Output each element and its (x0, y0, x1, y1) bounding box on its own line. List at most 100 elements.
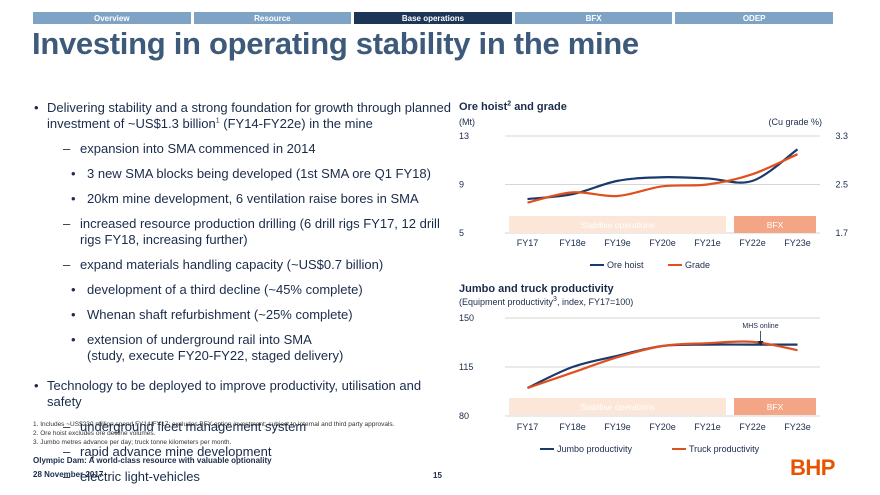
chart1-y2-unit: (Cu grade %) (768, 117, 822, 127)
chart1-y-unit: (Mt) (459, 117, 475, 127)
footnote-ref: 1 (215, 117, 220, 125)
y2-tick-label: 3.3 (835, 131, 848, 141)
dash-marker: – (63, 419, 71, 434)
legend-label: Jumbo productivity (557, 444, 633, 454)
bullet-technology: • Technology to be deployed to improve p… (33, 378, 453, 410)
x-tick-label: FY20e (649, 238, 676, 248)
bullet-third-decline: • development of a third decline (~45% c… (33, 282, 453, 298)
chart1-title-text-end: and grade (511, 101, 567, 113)
y-tick-label: 150 (459, 313, 474, 323)
legend-label: Ore hoist (607, 260, 644, 270)
bullet-text: expansion into SMA commenced in 2014 (80, 141, 316, 156)
x-tick-label: FY22e (739, 238, 766, 248)
tab-base-operations[interactable]: Base operations (354, 12, 512, 24)
y-tick-label: 13 (459, 131, 469, 141)
x-tick-label: FY19e (604, 422, 631, 432)
tab-bfx[interactable]: BFX (514, 12, 673, 24)
y-tick-label: 80 (459, 411, 469, 421)
bullet-marker: • (71, 332, 76, 347)
bullet-text: 20km mine development, 6 ventilation rai… (87, 191, 419, 206)
bullet-underground-rail: • extension of underground rail into SMA… (33, 332, 453, 364)
chart1-title-sup: 2 (507, 100, 512, 108)
y2-tick-label: 2.5 (835, 180, 848, 190)
x-tick-label: FY20e (649, 422, 676, 432)
page-title: Investing in operating stability in the … (32, 26, 639, 61)
bhp-logo: BHP (790, 455, 835, 480)
bullet-text: Whenan shaft refurbishment (~25% complet… (87, 307, 353, 322)
dash-marker: – (63, 216, 71, 231)
x-tick-label: FY18e (559, 238, 586, 248)
bullet-marker: • (71, 307, 76, 322)
footnote-1: 1. Includes ~US$230 million spend FY14-F… (33, 421, 395, 428)
x-tick-label: FY19e (604, 238, 631, 248)
series-line-truck-productivity (527, 340, 798, 390)
bullet-drilling: – increased resource production drilling… (33, 216, 453, 248)
bullet-text: rapid advance mine development (80, 444, 272, 459)
tab-resource[interactable]: Resource (193, 12, 352, 24)
chart2-subtitle-sup: 3 (553, 296, 557, 303)
bullet-text: Technology to be deployed to improve pro… (47, 378, 422, 409)
series-line-ore-hoist (527, 148, 799, 201)
phase-band-label: BFX (767, 402, 784, 412)
phase-band (509, 398, 726, 415)
phase-band-label: Stabilise operations (580, 402, 654, 412)
bullet-text: expand materials handling capacity (~US$… (80, 257, 384, 272)
dash-marker: – (63, 257, 71, 272)
bullet-text: Delivering stability and a strong founda… (47, 100, 451, 131)
series-line-grade (527, 153, 798, 204)
bullet-materials-handling: – expand materials handling capacity (~U… (33, 257, 453, 273)
x-tick-label: FY17 (517, 238, 539, 248)
phase-band-label: Stabilise operations (580, 220, 654, 230)
bullet-mine-development: • 20km mine development, 6 ventilation r… (33, 191, 453, 207)
bullet-sma-blocks: • 3 new SMA blocks being developed (1st … (33, 166, 453, 182)
footnote-3: 3. Jumbo metres advance per day; truck t… (33, 439, 232, 446)
bullet-text: underground fleet management system (80, 419, 307, 434)
bullet-fleet-management: – underground fleet management system (33, 419, 453, 435)
annotation-arrow-head (757, 341, 764, 346)
x-tick-label: FY18e (559, 422, 586, 432)
phase-band-label: BFX (767, 220, 784, 230)
legend-label: Grade (685, 260, 710, 270)
y-tick-label: 115 (459, 362, 473, 372)
nav-bar: Overview Resource Base operations BFX OD… (33, 12, 833, 24)
bullet-text-cont: (study, execute FY20-FY22, staged delive… (87, 348, 344, 363)
bullet-list: • Delivering stability and a strong foun… (33, 100, 453, 494)
footer-date: 28 November 2017 (33, 470, 104, 479)
tab-odep[interactable]: ODEP (675, 12, 833, 24)
x-tick-label: FY21e (694, 422, 721, 432)
bullet-marker: • (34, 378, 39, 393)
chart2-title: Jumbo and truck productivity (459, 283, 614, 295)
footnote-2: 2. Ore hoist excludes ore decline volume… (33, 430, 156, 437)
phase-band (734, 216, 816, 233)
chart2-subtitle-text-end: , index, FY17=100) (556, 297, 634, 307)
page-number: 15 (433, 471, 442, 480)
x-tick-label: FY21e (694, 238, 721, 248)
tab-overview[interactable]: Overview (33, 12, 191, 24)
phase-band (509, 216, 726, 233)
bullet-marker: • (71, 166, 76, 181)
footnotes: 1. Includes ~US$230 million spend FY14-F… (33, 420, 473, 447)
dash-marker: – (63, 444, 71, 459)
chart2-subtitle-text: (Equipment productivity (459, 297, 554, 307)
y2-tick-label: 1.7 (835, 228, 848, 238)
annotation-mhs-online: MHS online (742, 323, 778, 330)
bullet-rapid-advance: – rapid advance mine development (33, 444, 453, 460)
bullet-text: electric light-vehicles (80, 469, 200, 484)
y-tick-label: 9 (459, 180, 464, 190)
bullet-text: extension of underground rail into SMA (87, 332, 312, 347)
bullet-electric-vehicles: – electric light-vehicles (33, 469, 453, 485)
bullet-marker: • (71, 282, 76, 297)
bullet-text: increased resource production drilling (… (80, 216, 440, 247)
bullet-text: development of a third decline (~45% com… (87, 282, 363, 297)
dash-marker: – (63, 469, 71, 484)
bullet-shaft-refurbishment: • Whenan shaft refurbishment (~25% compl… (33, 307, 453, 323)
x-tick-label: FY22e (739, 422, 766, 432)
phase-band (734, 398, 816, 415)
bullet-stability: • Delivering stability and a strong foun… (33, 100, 453, 132)
chart1-title: Ore hoist2 and grade (459, 100, 567, 113)
y-tick-label: 5 (459, 228, 464, 238)
legend-label: Truck productivity (689, 444, 760, 454)
bullet-text: 3 new SMA blocks being developed (1st SM… (87, 166, 431, 181)
bullet-text-end: (FY14-FY22e) in the mine (219, 116, 373, 131)
